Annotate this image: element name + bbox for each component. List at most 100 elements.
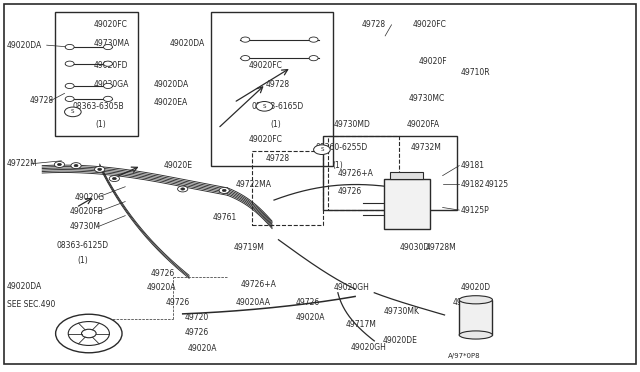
Circle shape — [65, 83, 74, 89]
Text: 49710R: 49710R — [461, 68, 490, 77]
Circle shape — [54, 161, 65, 167]
Circle shape — [65, 61, 74, 66]
Text: 49020G: 49020G — [74, 193, 104, 202]
Text: 49728M: 49728M — [426, 243, 456, 251]
Text: 49125: 49125 — [484, 180, 509, 189]
Text: 49728: 49728 — [266, 80, 290, 89]
Text: 49728: 49728 — [362, 20, 386, 29]
Text: 49020DA: 49020DA — [170, 39, 205, 48]
Text: 49020E: 49020E — [164, 161, 193, 170]
Circle shape — [104, 83, 113, 89]
Text: 08363-6305B: 08363-6305B — [73, 102, 125, 111]
Text: 49020FC: 49020FC — [248, 61, 282, 70]
Text: 49730MC: 49730MC — [408, 94, 444, 103]
Bar — [323, 136, 458, 210]
Text: 49020GA: 49020GA — [93, 80, 129, 89]
Text: (1): (1) — [95, 121, 106, 129]
Ellipse shape — [460, 296, 492, 304]
Text: 49020FB: 49020FB — [70, 208, 104, 217]
Ellipse shape — [460, 331, 492, 339]
Text: SEE SEC.490: SEE SEC.490 — [7, 300, 56, 309]
Circle shape — [109, 176, 120, 182]
Text: 49020AA: 49020AA — [236, 298, 271, 307]
Text: 49020GH: 49020GH — [334, 283, 370, 292]
Circle shape — [309, 55, 318, 61]
Text: S: S — [320, 147, 324, 152]
Text: 49020D: 49020D — [461, 283, 491, 292]
Circle shape — [95, 166, 105, 172]
Text: (1): (1) — [77, 256, 88, 264]
Text: 49020A: 49020A — [296, 313, 325, 322]
Text: 08360-6255D: 08360-6255D — [316, 142, 368, 151]
Text: 49726+A: 49726+A — [241, 280, 276, 289]
Circle shape — [74, 164, 78, 167]
Bar — [55, 12, 138, 136]
Circle shape — [180, 188, 184, 190]
Text: 49020DA: 49020DA — [7, 282, 42, 291]
Circle shape — [222, 189, 226, 192]
Text: 49020EA: 49020EA — [154, 98, 188, 107]
Text: 49726+A: 49726+A — [338, 169, 374, 177]
Text: 49726: 49726 — [166, 298, 189, 307]
Circle shape — [104, 61, 113, 66]
Text: 49020F: 49020F — [419, 57, 447, 66]
Bar — [211, 12, 333, 166]
Text: 49732M: 49732M — [411, 142, 442, 151]
Text: 49761: 49761 — [212, 213, 237, 222]
Text: 08363-6165D: 08363-6165D — [252, 102, 304, 111]
Text: 49730MD: 49730MD — [334, 121, 371, 129]
Circle shape — [241, 55, 250, 61]
Text: 49720: 49720 — [184, 313, 209, 322]
Text: 49730M: 49730M — [70, 222, 100, 231]
Text: 49020FC: 49020FC — [248, 135, 282, 144]
Bar — [460, 300, 492, 335]
Circle shape — [65, 107, 81, 117]
Circle shape — [241, 37, 250, 42]
Circle shape — [256, 102, 273, 111]
Bar — [252, 151, 323, 225]
Circle shape — [219, 187, 229, 193]
Text: S: S — [71, 109, 75, 114]
Text: 49020GH: 49020GH — [351, 343, 387, 352]
Circle shape — [65, 44, 74, 49]
Text: 49020FC: 49020FC — [413, 20, 447, 29]
Text: 08363-6125D: 08363-6125D — [57, 241, 109, 250]
Text: 49030D: 49030D — [400, 243, 430, 251]
Bar — [390, 172, 424, 179]
Bar — [384, 179, 430, 229]
Text: 49020FC: 49020FC — [93, 20, 127, 29]
Bar — [328, 136, 399, 210]
Circle shape — [71, 163, 81, 169]
Circle shape — [104, 44, 113, 49]
Circle shape — [177, 186, 188, 192]
Circle shape — [314, 145, 330, 154]
Text: A/97*0P8: A/97*0P8 — [448, 353, 481, 359]
Text: 49722M: 49722M — [7, 159, 38, 168]
Circle shape — [81, 329, 96, 338]
Text: 49730MK: 49730MK — [384, 307, 420, 316]
Text: 49726: 49726 — [338, 187, 362, 196]
Text: 49020DA: 49020DA — [154, 80, 189, 89]
Text: 49730ML: 49730ML — [453, 298, 488, 307]
Text: 49728: 49728 — [29, 96, 54, 105]
Circle shape — [65, 96, 74, 102]
Text: (1): (1) — [333, 161, 344, 170]
Text: (1): (1) — [271, 121, 282, 129]
Text: 49728: 49728 — [266, 154, 290, 163]
Text: 49726: 49726 — [296, 298, 320, 307]
Circle shape — [309, 37, 318, 42]
Text: 49722MA: 49722MA — [236, 180, 272, 189]
Text: 49125P: 49125P — [461, 206, 489, 215]
Text: 49020DE: 49020DE — [383, 336, 417, 346]
Text: 49020DA: 49020DA — [7, 41, 42, 50]
Text: S: S — [262, 104, 266, 109]
Text: 49020A: 49020A — [147, 283, 176, 292]
Circle shape — [56, 314, 122, 353]
Text: 49717M: 49717M — [346, 321, 376, 330]
Circle shape — [113, 177, 116, 180]
Text: 49182: 49182 — [461, 180, 484, 189]
Text: 49726: 49726 — [184, 328, 209, 337]
Text: 49726: 49726 — [151, 269, 175, 278]
Text: 49719M: 49719M — [234, 243, 265, 251]
Circle shape — [58, 163, 61, 166]
